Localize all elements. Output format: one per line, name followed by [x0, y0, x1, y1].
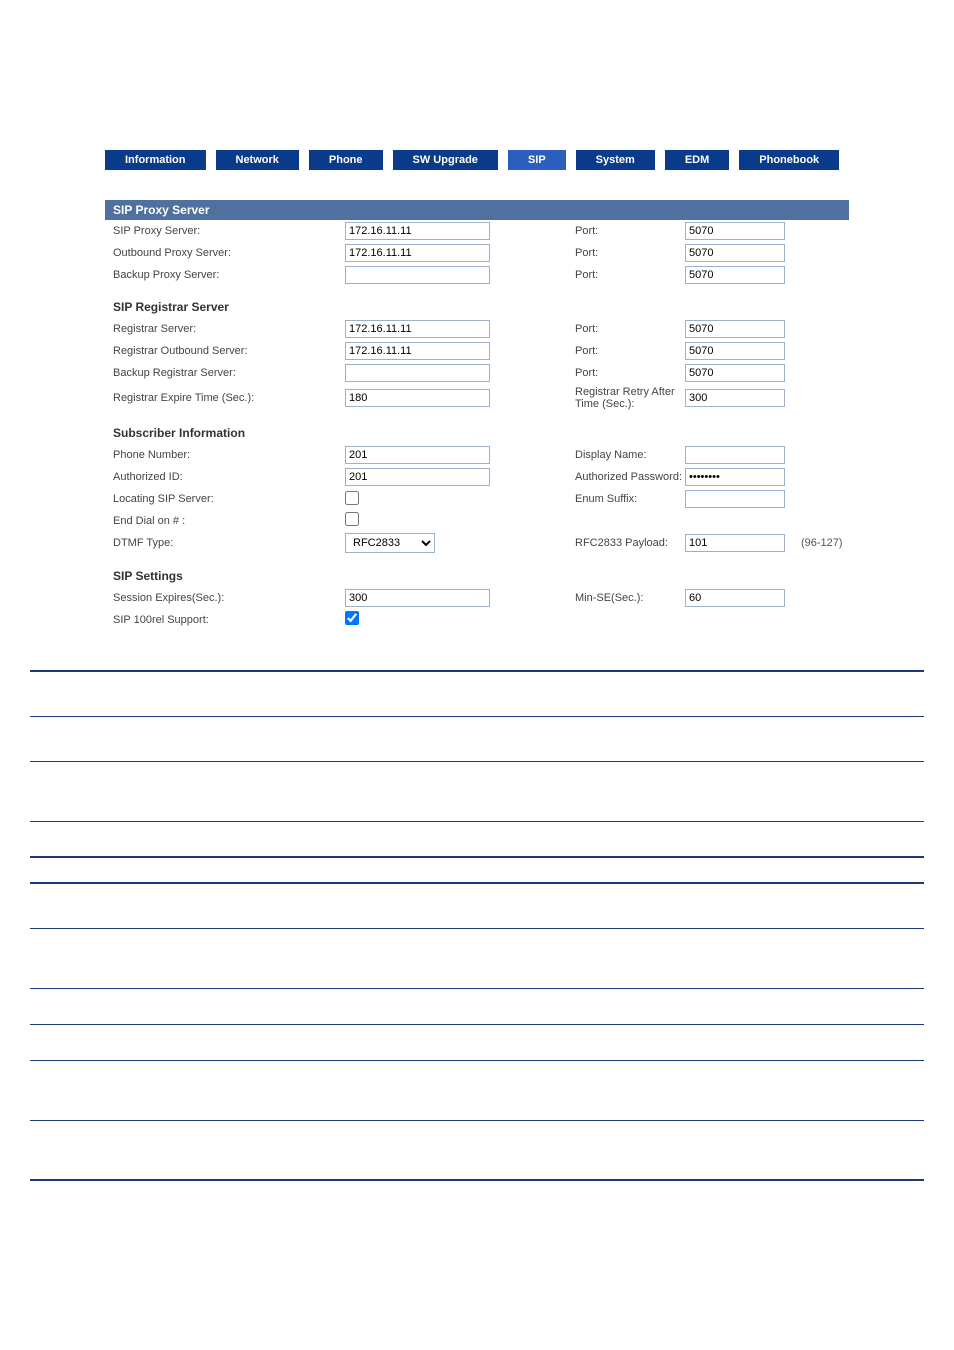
auth-id-input[interactable]	[345, 468, 490, 486]
sip-registrar-label: Registrar Expire Time (Sec.):	[105, 392, 345, 404]
min-se-input[interactable]	[685, 589, 785, 607]
sip-registrar-row: Backup Registrar Server: Port:	[105, 362, 849, 384]
nav-tab-information[interactable]: Information	[105, 150, 206, 170]
table-cell	[30, 716, 316, 761]
display-name-input[interactable]	[685, 446, 785, 464]
sip-registrar-input[interactable]	[345, 320, 490, 338]
sip-registrar-row: Registrar Outbound Server: Port:	[105, 340, 849, 362]
nav-tab-edm[interactable]: EDM	[665, 150, 729, 170]
rfc2833-range: (96-127)	[795, 537, 843, 549]
table-cell	[30, 671, 316, 716]
sip-registrar-label: Backup Registrar Server:	[105, 367, 345, 379]
section-sip-settings-header: SIP Settings	[105, 555, 849, 587]
nav-tab-system[interactable]: System	[576, 150, 655, 170]
sip-registrar-input[interactable]	[345, 342, 490, 360]
sip-registrar-label: Registrar Outbound Server:	[105, 345, 345, 357]
sip-proxy-label2: Port:	[535, 225, 685, 237]
end-dial-label: End Dial on # :	[105, 515, 345, 527]
display-name-label: Display Name:	[535, 449, 685, 461]
sip-proxy-label: SIP Proxy Server:	[105, 225, 345, 237]
sip-registrar-label2: Registrar Retry After Time (Sec.):	[535, 386, 685, 410]
table-cell	[316, 928, 924, 988]
sip-proxy-input2[interactable]	[685, 222, 785, 240]
phone-number-label: Phone Number:	[105, 449, 345, 461]
sip-registrar-input2[interactable]	[685, 364, 785, 382]
sip-registrar-row: Registrar Server: Port:	[105, 318, 849, 340]
sip-proxy-label: Backup Proxy Server:	[105, 269, 345, 281]
sip-registrar-input[interactable]	[345, 389, 490, 407]
rfc2833-payload-label: RFC2833 Payload:	[535, 537, 685, 549]
sip-proxy-row: Outbound Proxy Server: Port:	[105, 242, 849, 264]
locating-label: Locating SIP Server:	[105, 493, 345, 505]
table-cell	[30, 821, 316, 857]
table-cell	[316, 1024, 924, 1060]
sip-registrar-input[interactable]	[345, 364, 490, 382]
auth-pw-label: Authorized Password:	[535, 471, 685, 483]
session-expires-input[interactable]	[345, 589, 490, 607]
min-se-label: Min-SE(Sec.):	[535, 592, 685, 604]
enum-suffix-label: Enum Suffix:	[535, 493, 685, 505]
info-table-2	[30, 882, 924, 1181]
table-cell	[30, 988, 316, 1024]
table-cell	[30, 1060, 316, 1120]
phone-number-input[interactable]	[345, 446, 490, 464]
section-subscriber-header: Subscriber Information	[105, 412, 849, 444]
table-cell	[316, 821, 924, 857]
sip-100rel-checkbox[interactable]	[345, 611, 359, 625]
section-sip-proxy-header: SIP Proxy Server	[105, 200, 849, 220]
nav-tab-sw-upgrade[interactable]: SW Upgrade	[393, 150, 498, 170]
table-cell	[30, 761, 316, 821]
table-cell	[30, 928, 316, 988]
table-cell	[316, 1120, 924, 1180]
nav-tab-phone[interactable]: Phone	[309, 150, 383, 170]
enum-suffix-input[interactable]	[685, 490, 785, 508]
sip-proxy-label2: Port:	[535, 247, 685, 259]
sip-registrar-label2: Port:	[535, 345, 685, 357]
table-cell	[316, 716, 924, 761]
sip-proxy-row: SIP Proxy Server: Port:	[105, 220, 849, 242]
sip-registrar-input2[interactable]	[685, 389, 785, 407]
auth-pw-input[interactable]	[685, 468, 785, 486]
dtmf-type-label: DTMF Type:	[105, 537, 345, 549]
table-cell	[30, 1024, 316, 1060]
sip-proxy-input[interactable]	[345, 222, 490, 240]
rfc2833-payload-input[interactable]	[685, 534, 785, 552]
sip-registrar-input2[interactable]	[685, 320, 785, 338]
info-table-1	[30, 670, 924, 858]
sip-registrar-input2[interactable]	[685, 342, 785, 360]
sip-proxy-input2[interactable]	[685, 244, 785, 262]
table-cell	[316, 988, 924, 1024]
nav-tab-network[interactable]: Network	[216, 150, 299, 170]
table-cell	[316, 671, 924, 716]
section-sip-registrar-header: SIP Registrar Server	[105, 286, 849, 318]
session-expires-label: Session Expires(Sec.):	[105, 592, 345, 604]
sip-registrar-label2: Port:	[535, 367, 685, 379]
auth-id-label: Authorized ID:	[105, 471, 345, 483]
nav-tab-phonebook[interactable]: Phonebook	[739, 150, 839, 170]
locating-checkbox[interactable]	[345, 491, 359, 505]
sip-proxy-label: Outbound Proxy Server:	[105, 247, 345, 259]
table-cell	[316, 1060, 924, 1120]
sip-registrar-label2: Port:	[535, 323, 685, 335]
nav-tabs: Information Network Phone SW Upgrade SIP Syst…	[105, 150, 924, 170]
sip-proxy-label2: Port:	[535, 269, 685, 281]
sip-proxy-input[interactable]	[345, 244, 490, 262]
table-cell	[316, 761, 924, 821]
config-panel: SIP Proxy Server SIP Proxy Server:Port:O…	[105, 200, 849, 630]
sip-100rel-label: SIP 100rel Support:	[105, 614, 345, 626]
sip-proxy-input2[interactable]	[685, 266, 785, 284]
table-cell	[316, 883, 924, 928]
end-dial-checkbox[interactable]	[345, 512, 359, 526]
sip-registrar-row: Registrar Expire Time (Sec.): Registrar R…	[105, 384, 849, 412]
dtmf-type-select[interactable]: RFC2833	[345, 533, 435, 553]
sip-proxy-input[interactable]	[345, 266, 490, 284]
sip-proxy-row: Backup Proxy Server: Port:	[105, 264, 849, 286]
nav-tab-sip[interactable]: SIP	[508, 150, 566, 170]
table-cell	[30, 1120, 316, 1180]
sip-registrar-label: Registrar Server:	[105, 323, 345, 335]
table-cell	[30, 883, 316, 928]
